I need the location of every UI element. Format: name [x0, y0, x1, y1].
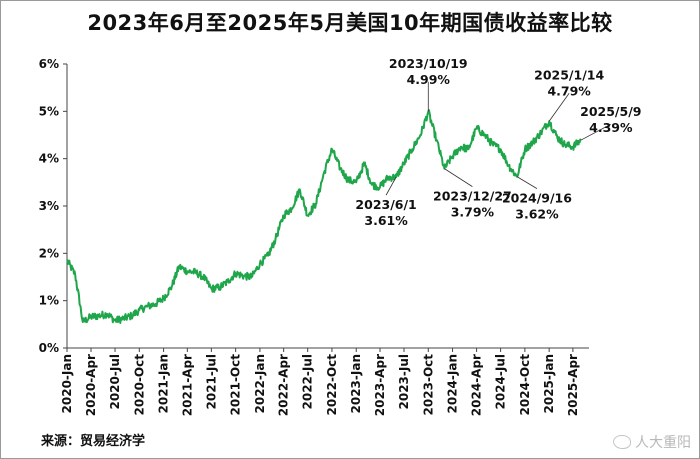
- x-tick-label: 2020-Oct: [132, 354, 146, 416]
- annotation-connector: [444, 168, 473, 187]
- x-tick-label: 2025-Apr: [566, 354, 580, 416]
- annotation-connector: [385, 176, 397, 196]
- y-tick-label: 1%: [39, 294, 59, 308]
- x-tick-label: 2020-Jan: [60, 354, 74, 413]
- x-tick-label: 2023-Jan: [349, 354, 363, 413]
- weibo-icon: [613, 435, 631, 449]
- y-tick-label: 5%: [39, 104, 59, 118]
- x-tick-label: 2023-Apr: [373, 354, 387, 416]
- x-tick-label: 2021-Apr: [180, 354, 194, 416]
- annotation-value: 4.79%: [547, 83, 591, 98]
- x-tick-label: 2021-Oct: [229, 354, 243, 416]
- x-tick-label: 2022-Jul: [301, 354, 315, 410]
- annotation-value: 3.62%: [515, 207, 559, 222]
- x-tick-label: 2020-Apr: [84, 354, 98, 416]
- x-tick-label: 2024-Apr: [470, 354, 484, 416]
- y-tick-label: 0%: [39, 341, 59, 355]
- source-note: 来源：贸易经济学: [41, 434, 146, 449]
- x-tick-label: 2021-Jan: [157, 354, 171, 413]
- x-tick-label: 2022-Jan: [253, 354, 267, 413]
- annotation-date: 2023/6/1: [355, 197, 416, 212]
- watermark-text: 人大重阳: [635, 435, 691, 451]
- annotation-date: 2023/10/19: [389, 56, 468, 71]
- annotation-date: 2025/1/14: [534, 67, 604, 82]
- annotation-value: 4.99%: [407, 72, 451, 87]
- annotation-date: 2024/9/16: [502, 191, 572, 206]
- annotation-connector: [516, 176, 538, 189]
- x-tick-label: 2021-Jul: [204, 354, 218, 410]
- x-tick-label: 2023-Oct: [421, 354, 435, 416]
- x-tick-label: 2020-Jul: [108, 354, 122, 410]
- x-tick-label: 2024-Jan: [446, 354, 460, 413]
- y-tick-label: 3%: [39, 199, 59, 213]
- annotation-value: 3.61%: [364, 213, 408, 228]
- annotation-date: 2023/12/27: [433, 189, 512, 204]
- yield-line: [66, 109, 582, 324]
- x-tick-label: 2024-Jul: [494, 354, 508, 410]
- y-tick-label: 6%: [39, 57, 59, 71]
- annotation-value: 3.79%: [451, 205, 495, 220]
- x-tick-label: 2025-Jan: [542, 354, 556, 413]
- annotation-date: 2025/5/9: [580, 104, 641, 119]
- y-tick-label: 4%: [39, 152, 59, 166]
- x-tick-label: 2022-Oct: [325, 354, 339, 416]
- x-tick-label: 2022-Apr: [277, 354, 291, 416]
- watermark: 人大重阳: [613, 432, 691, 452]
- x-tick-label: 2023-Jul: [397, 354, 411, 410]
- x-tick-label: 2024-Oct: [518, 354, 532, 416]
- annotation-value: 4.39%: [589, 120, 633, 135]
- chart-title: 2023年6月至2025年5月美国10年期国债收益率比较: [87, 11, 613, 35]
- y-tick-label: 2%: [39, 246, 59, 260]
- annotation-connector: [580, 123, 612, 141]
- annotation-connector: [548, 93, 570, 122]
